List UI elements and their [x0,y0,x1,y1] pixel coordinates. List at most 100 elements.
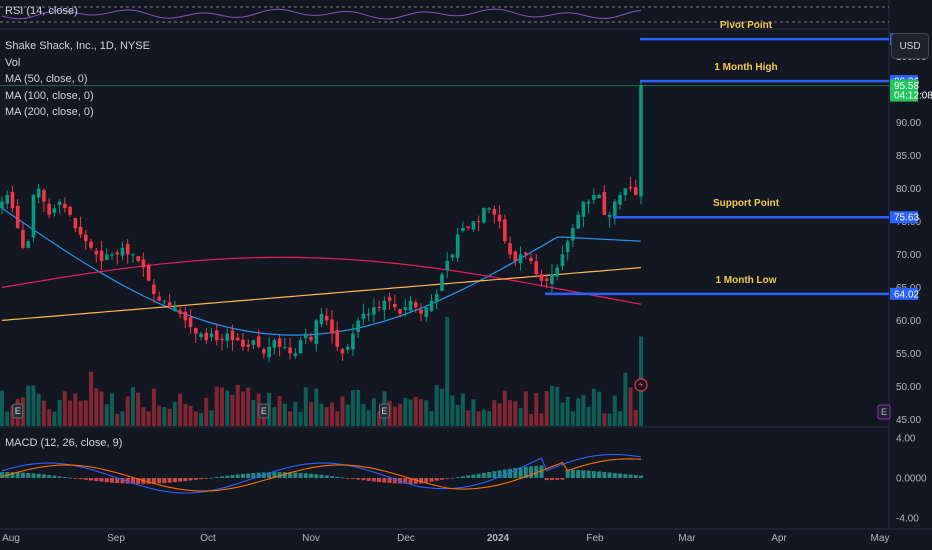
candle-body[interactable] [104,254,109,260]
earnings-marker[interactable]: E [12,403,24,419]
candle-body[interactable] [508,243,512,255]
candle-body[interactable] [293,353,298,357]
candle-body[interactable] [424,307,429,318]
candle-body[interactable] [230,330,235,341]
candle-body[interactable] [89,241,93,248]
candle-body[interactable] [340,349,345,354]
candle-body[interactable] [471,221,476,230]
currency-button[interactable]: USD [891,33,929,59]
candle-body[interactable] [571,228,575,241]
candle-body[interactable] [131,254,135,256]
candle-body[interactable] [356,320,360,332]
candle-body[interactable] [372,307,376,315]
candle-body[interactable] [429,300,434,312]
candle-body[interactable] [167,302,172,308]
candle-body[interactable] [408,300,413,311]
candle-body[interactable] [445,261,450,271]
candle-body[interactable] [246,344,250,347]
support-point-badge[interactable]: 75.63 [890,211,919,224]
candle-body[interactable] [214,330,219,341]
candle-body[interactable] [555,267,559,277]
candle-body[interactable] [623,188,628,196]
earnings-marker[interactable]: E [258,403,270,419]
candle-body[interactable] [78,226,83,235]
candle-body[interactable] [419,309,423,314]
candle-body[interactable] [94,250,99,255]
candle-body[interactable] [99,250,104,261]
candle-body[interactable] [565,241,570,253]
macd-legend[interactable]: MACD (12, 26, close, 9) [5,435,122,452]
candle-body[interactable] [440,274,444,292]
events-icon[interactable]: E [877,404,891,420]
candle-body[interactable] [455,234,460,258]
candle-body[interactable] [586,201,591,204]
candle-body[interactable] [15,205,20,228]
candle-body[interactable] [335,330,340,347]
candle-body[interactable] [466,226,470,228]
candle-body[interactable] [513,251,518,261]
candle-body[interactable] [518,254,523,264]
candle-body[interactable] [84,234,88,242]
candle-body[interactable] [539,274,544,281]
candle-body[interactable] [10,191,15,209]
candle-body[interactable] [152,284,156,294]
candle-body[interactable] [314,320,319,344]
candle-body[interactable] [26,241,30,248]
candle-body[interactable] [303,333,308,339]
rsi-legend[interactable]: RSI (14, close) [5,3,78,20]
candle-body[interactable] [633,187,638,195]
candle-body[interactable] [487,208,491,210]
candle-body[interactable] [544,278,549,281]
candle-body[interactable] [277,338,282,347]
candle-body[interactable] [529,257,533,261]
candle-body[interactable] [351,333,355,350]
candle-body[interactable] [36,188,41,198]
candle-body[interactable] [136,256,140,261]
candle-body[interactable] [0,201,4,209]
candle-body[interactable] [115,252,120,255]
candle-body[interactable] [523,252,528,255]
candle-body[interactable] [204,332,209,341]
candle-body[interactable] [492,208,497,215]
candle-body[interactable] [592,195,596,200]
macd-axis[interactable]: 4.00 0.0000 -4.00 [896,434,927,525]
candle-body[interactable] [298,340,303,354]
candle-body[interactable] [267,346,271,358]
main-legend[interactable]: Shake Shack, Inc., 1D, NYSE Vol MA (50, … [5,38,150,121]
time-axis[interactable]: Aug Sep Oct Nov Dec 2024 Feb Mar Apr May [2,533,889,544]
candle-body[interactable] [413,302,418,308]
candle-body[interactable] [461,228,465,232]
candle-body[interactable] [639,85,643,197]
replay-icon[interactable] [634,378,648,392]
candle-body[interactable] [345,346,350,350]
candle-body[interactable] [288,347,292,354]
1-month-low-badge[interactable]: 64.02 [890,287,919,301]
candle-body[interactable] [5,195,10,204]
candle-body[interactable] [534,261,539,275]
candle-body[interactable] [73,218,78,228]
candle-body[interactable] [581,201,586,217]
candle-body[interactable] [366,313,371,316]
candle-body[interactable] [576,214,580,229]
candle-body[interactable] [482,208,486,223]
candle-body[interactable] [220,338,224,341]
candle-body[interactable] [146,264,151,281]
candle-body[interactable] [398,309,402,314]
candle-body[interactable] [393,303,397,308]
price-axis[interactable]: 100.0090.0085.0080.0075.0070.0065.0060.0… [890,33,932,426]
candle-body[interactable] [503,219,507,242]
candle-body[interactable] [628,186,633,189]
candle-body[interactable] [178,310,182,314]
candle-body[interactable] [387,297,392,301]
candle-body[interactable] [162,300,167,302]
candle-body[interactable] [597,195,601,199]
candle-body[interactable] [607,214,612,218]
candle-body[interactable] [272,340,277,348]
candle-body[interactable] [31,195,36,238]
candle-body[interactable] [42,190,46,202]
candle-body[interactable] [47,203,51,215]
candle-body[interactable] [319,313,324,325]
candle-body[interactable] [324,315,329,321]
